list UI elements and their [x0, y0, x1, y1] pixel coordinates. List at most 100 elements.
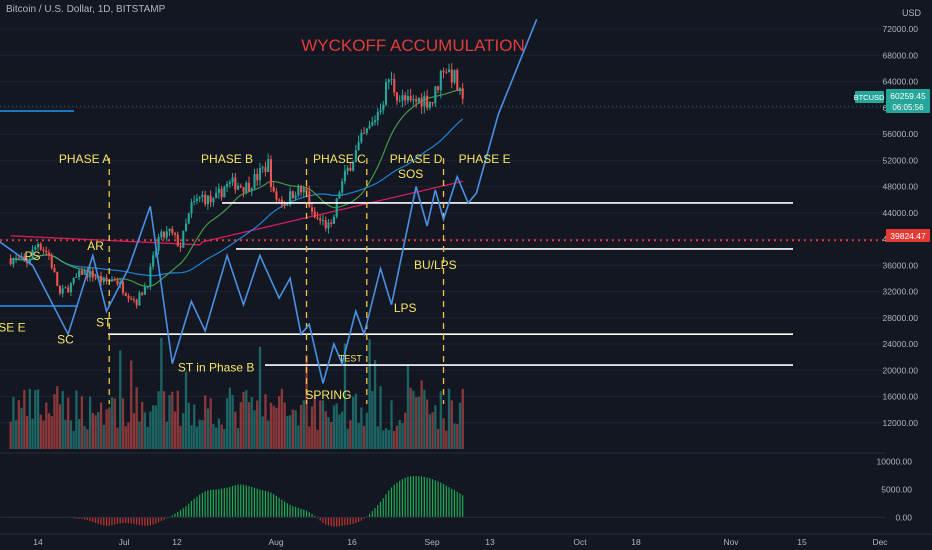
oscillator-bar	[215, 489, 217, 518]
oscillator-bar	[445, 485, 447, 518]
oscillator-bar	[286, 503, 288, 518]
oscillator-bar	[237, 484, 239, 518]
volume-bar	[187, 402, 190, 449]
volume-bar	[47, 413, 51, 449]
candle-body	[267, 159, 270, 172]
candle-body	[278, 199, 281, 201]
oscillator-bar	[130, 517, 132, 524]
volume-bar	[286, 415, 289, 449]
candle-body	[226, 183, 229, 187]
candle-body	[242, 187, 245, 193]
volume-bar	[228, 387, 231, 449]
y-tick-label: 36000.00	[883, 260, 919, 270]
volume-bar	[269, 402, 273, 449]
candle-body	[368, 125, 371, 129]
annotation-label: PHASE B	[201, 152, 253, 166]
candle-body	[193, 200, 196, 203]
candle-body	[39, 243, 42, 250]
candle-body	[201, 194, 204, 198]
volume-bar	[20, 407, 23, 449]
candle-body	[141, 292, 144, 295]
volume-bar	[206, 408, 210, 449]
volume-bar	[341, 411, 344, 449]
candle-body	[231, 177, 234, 183]
candle-body	[174, 233, 177, 235]
oscillator-bar	[182, 508, 184, 518]
volume-bar	[34, 390, 37, 449]
candle-body	[47, 252, 51, 256]
candle-body	[261, 167, 264, 169]
oscillator-bar	[434, 480, 436, 518]
oscillator-bar	[456, 491, 458, 518]
oscillator-bar	[218, 488, 220, 518]
volume-bar	[201, 420, 204, 449]
volume-bar	[439, 391, 442, 449]
x-tick-label: Dec	[872, 537, 888, 547]
candle-body	[220, 188, 223, 198]
candle-body	[283, 204, 286, 206]
candle-body	[138, 292, 141, 306]
candle-body	[127, 295, 130, 299]
candle-body	[426, 95, 429, 108]
oscillator-bar	[374, 508, 376, 518]
oscillator-bar	[89, 517, 91, 521]
candle-body	[384, 82, 388, 105]
candle-body	[327, 222, 330, 229]
volume-bar	[447, 388, 451, 449]
oscillator-bar	[368, 513, 371, 518]
volume-bar	[146, 426, 149, 449]
oscillator-bar	[390, 487, 393, 518]
oscillator-bar	[111, 517, 113, 526]
candle-body	[28, 259, 31, 264]
oscillator-bar	[407, 476, 409, 518]
candle-body	[461, 88, 464, 99]
candle-body	[311, 207, 314, 212]
candle-body	[75, 277, 78, 279]
volume-bar	[110, 397, 114, 449]
last-price-value: 60259.45	[890, 91, 926, 101]
volume-bar	[299, 404, 303, 449]
chart-title: WYCKOFF ACCUMULATION	[301, 36, 525, 55]
oscillator-bar	[442, 484, 445, 518]
candle-body	[204, 194, 207, 205]
volume-bar	[141, 401, 144, 449]
candle-body	[439, 71, 442, 91]
volume-bar	[357, 422, 360, 449]
volume-bar	[217, 418, 221, 449]
volume-bar	[278, 396, 281, 449]
oscillator-bar	[163, 517, 165, 520]
candle-body	[160, 231, 163, 238]
candlesticks	[9, 63, 464, 309]
oscillator-bar	[262, 490, 264, 518]
volume-bar	[132, 413, 136, 449]
candle-body	[94, 277, 97, 279]
oscillator-bar	[245, 485, 247, 518]
volume-bar	[395, 425, 399, 449]
oscillator-bar	[429, 478, 431, 518]
oscillator-bar	[347, 517, 349, 525]
candle-body	[198, 197, 201, 199]
volume-bar	[58, 404, 62, 449]
symbol-tag-label: BTCUSD	[854, 93, 885, 102]
oscillator-bar	[431, 479, 434, 518]
wyckoff-schematic-path	[0, 19, 538, 384]
oscillator-bar	[141, 517, 143, 526]
volume-bar	[327, 417, 330, 449]
oscillator-bar	[284, 501, 286, 518]
candle-body	[152, 255, 155, 267]
candle-body	[171, 228, 174, 234]
candle-body	[360, 132, 363, 143]
volume-bar	[250, 397, 253, 449]
oscillator-bar	[327, 517, 330, 526]
oscillator-bar	[423, 476, 425, 518]
candle-body	[157, 237, 160, 251]
candle-body	[190, 202, 193, 214]
candle-body	[442, 71, 445, 73]
volume-bar	[86, 429, 89, 449]
oscillator-bar	[103, 517, 105, 526]
candle-body	[401, 95, 404, 101]
candle-body	[130, 298, 133, 300]
oscillator-bar	[199, 494, 201, 518]
